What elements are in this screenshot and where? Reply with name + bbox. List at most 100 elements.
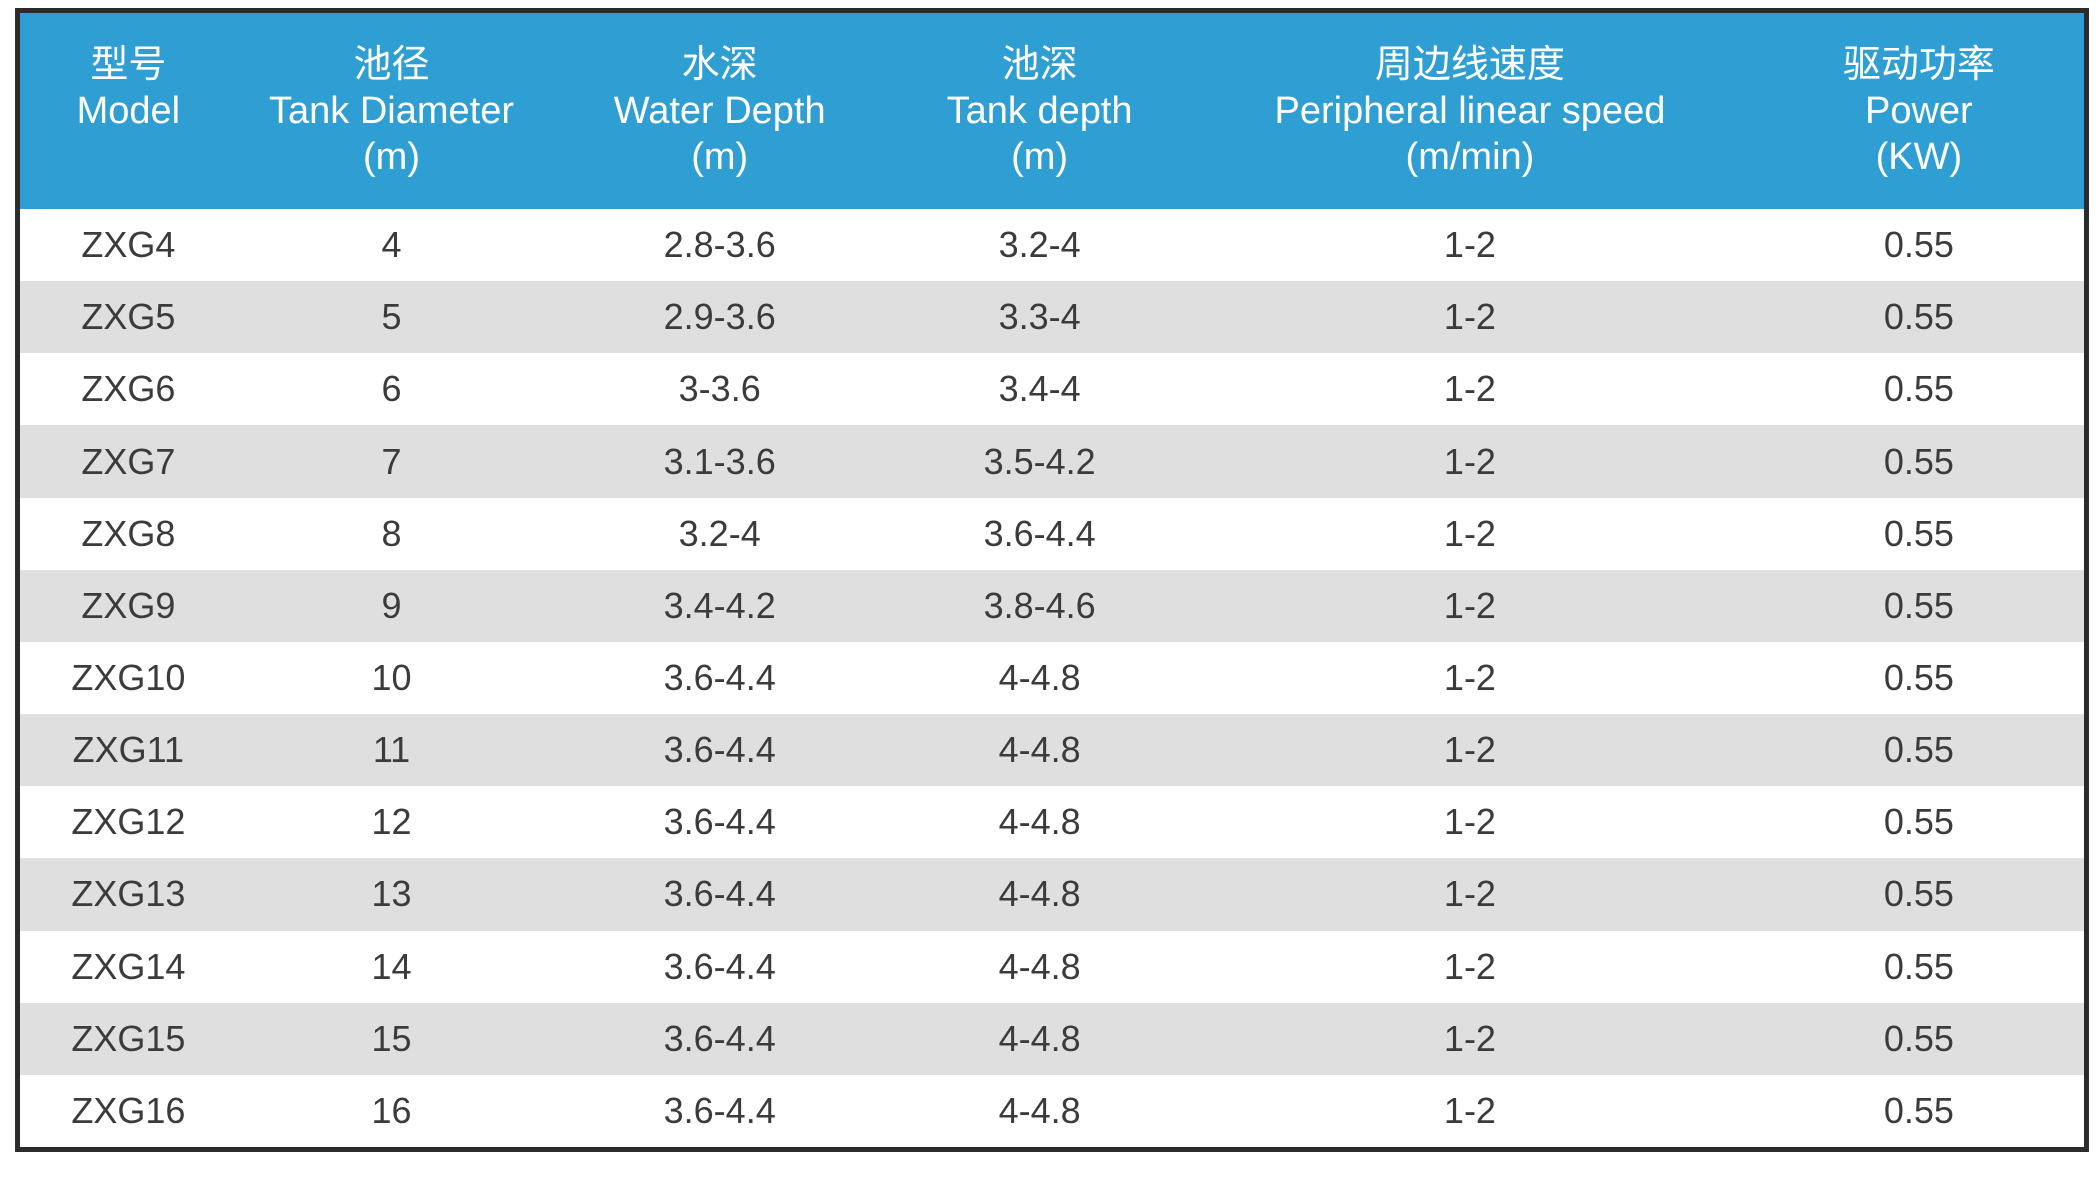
cell-tank-depth: 4-4.8 xyxy=(998,657,1081,699)
cell-peripheral-linear-speed: 1-2 xyxy=(1443,657,1496,699)
cell-power: 0.55 xyxy=(1883,224,1954,266)
cell-tank-diameter: 13 xyxy=(371,873,412,915)
table-row: ZXG13 13 3.6-4.4 4-4.8 1-2 0.55 xyxy=(20,858,2084,931)
table-header: 型号 Model 池径 Tank Diameter (m) 水深 Water Depth (m… xyxy=(20,13,2084,209)
column-header-tank-depth-zh: 池深 xyxy=(1001,44,1078,86)
cell-model: ZXG15 xyxy=(71,1017,186,1059)
cell-model: ZXG9 xyxy=(81,584,176,626)
column-header-power-unit: (KW) xyxy=(1875,136,1963,178)
cell-tank-diameter: 9 xyxy=(381,584,402,626)
cell-water-depth: 3.6-4.4 xyxy=(663,945,776,987)
column-header-tank-diameter-en: Tank Diameter xyxy=(269,90,514,132)
cell-tank-diameter: 7 xyxy=(381,440,402,482)
cell-tank-diameter: 4 xyxy=(381,224,402,266)
cell-tank-depth: 3.6-4.4 xyxy=(983,512,1096,554)
cell-peripheral-linear-speed: 1-2 xyxy=(1443,368,1496,410)
table-row: ZXG5 5 2.9-3.6 3.3-4 1-2 0.55 xyxy=(20,281,2084,354)
cell-peripheral-linear-speed: 1-2 xyxy=(1443,729,1496,771)
cell-water-depth: 3.4-4.2 xyxy=(663,584,776,626)
cell-water-depth: 3.6-4.4 xyxy=(663,873,776,915)
table-row: ZXG4 4 2.8-3.6 3.2-4 1-2 0.55 xyxy=(20,209,2084,282)
header-row: 型号 Model 池径 Tank Diameter (m) 水深 Water Depth (m… xyxy=(20,13,2084,209)
cell-water-depth: 3.6-4.4 xyxy=(663,1089,776,1131)
cell-tank-depth: 4-4.8 xyxy=(998,873,1081,915)
cell-tank-depth: 4-4.8 xyxy=(998,1017,1081,1059)
cell-model: ZXG7 xyxy=(81,440,176,482)
cell-water-depth: 3.6-4.4 xyxy=(663,801,776,843)
cell-model: ZXG10 xyxy=(71,657,186,699)
table-row: ZXG8 8 3.2-4 3.6-4.4 1-2 0.55 xyxy=(20,497,2084,570)
cell-tank-depth: 4-4.8 xyxy=(998,945,1081,987)
cell-model: ZXG16 xyxy=(71,1089,186,1131)
cell-tank-diameter: 11 xyxy=(372,729,411,771)
cell-peripheral-linear-speed: 1-2 xyxy=(1443,584,1496,626)
cell-power: 0.55 xyxy=(1883,729,1954,771)
cell-model: ZXG14 xyxy=(71,945,186,987)
cell-power: 0.55 xyxy=(1883,440,1954,482)
cell-water-depth: 3.2-4 xyxy=(678,512,761,554)
cell-power: 0.55 xyxy=(1883,1017,1954,1059)
cell-tank-diameter: 10 xyxy=(371,657,412,699)
column-header-power: 驱动功率 Power (KW) xyxy=(1754,13,2084,209)
cell-peripheral-linear-speed: 1-2 xyxy=(1443,296,1496,338)
cell-tank-depth: 3.4-4 xyxy=(998,368,1081,410)
column-header-peripheral-linear-speed: 周边线速度 Peripheral linear speed (m/min) xyxy=(1186,13,1754,209)
cell-water-depth: 3.6-4.4 xyxy=(663,657,776,699)
cell-tank-diameter: 6 xyxy=(381,368,402,410)
column-header-water-depth-zh: 水深 xyxy=(681,44,758,86)
cell-peripheral-linear-speed: 1-2 xyxy=(1443,801,1496,843)
column-header-peripheral-linear-speed-en: Peripheral linear speed xyxy=(1274,90,1666,132)
cell-peripheral-linear-speed: 1-2 xyxy=(1443,873,1496,915)
cell-tank-diameter: 14 xyxy=(371,945,412,987)
spec-table: 型号 Model 池径 Tank Diameter (m) 水深 Water Depth (m… xyxy=(15,8,2089,1152)
cell-tank-depth: 3.8-4.6 xyxy=(983,584,1096,626)
cell-tank-diameter: 12 xyxy=(371,801,412,843)
table-row: ZXG11 11 3.6-4.4 4-4.8 1-2 0.55 xyxy=(20,714,2084,787)
cell-peripheral-linear-speed: 1-2 xyxy=(1443,440,1496,482)
column-header-water-depth: 水深 Water Depth (m) xyxy=(546,13,893,209)
column-header-model-zh: 型号 xyxy=(90,44,167,86)
cell-tank-depth: 4-4.8 xyxy=(998,729,1081,771)
column-header-power-zh: 驱动功率 xyxy=(1842,44,1995,86)
column-header-tank-diameter-zh: 池径 xyxy=(353,44,430,86)
cell-tank-diameter: 16 xyxy=(371,1089,412,1131)
cell-model: ZXG4 xyxy=(81,224,176,266)
cell-tank-depth: 4-4.8 xyxy=(998,1089,1081,1131)
cell-water-depth: 3-3.6 xyxy=(678,368,761,410)
cell-peripheral-linear-speed: 1-2 xyxy=(1443,512,1496,554)
cell-power: 0.55 xyxy=(1883,512,1954,554)
table-row: ZXG15 15 3.6-4.4 4-4.8 1-2 0.55 xyxy=(20,1002,2084,1075)
cell-water-depth: 2.8-3.6 xyxy=(663,224,776,266)
cell-tank-depth: 3.5-4.2 xyxy=(983,440,1096,482)
cell-power: 0.55 xyxy=(1883,296,1954,338)
cell-power: 0.55 xyxy=(1883,1089,1954,1131)
cell-tank-depth: 3.3-4 xyxy=(998,296,1081,338)
table-row: ZXG6 6 3-3.6 3.4-4 1-2 0.55 xyxy=(20,353,2084,426)
cell-peripheral-linear-speed: 1-2 xyxy=(1443,1089,1496,1131)
cell-model: ZXG12 xyxy=(71,801,186,843)
column-header-tank-depth-en: Tank depth xyxy=(946,90,1133,132)
cell-water-depth: 3.6-4.4 xyxy=(663,729,776,771)
cell-tank-diameter: 8 xyxy=(381,512,402,554)
column-header-tank-diameter-unit: (m) xyxy=(363,136,420,178)
table-row: ZXG7 7 3.1-3.6 3.5-4.2 1-2 0.55 xyxy=(20,425,2084,498)
column-header-tank-depth-unit: (m) xyxy=(1011,136,1069,178)
cell-peripheral-linear-speed: 1-2 xyxy=(1443,1017,1496,1059)
cell-water-depth: 3.6-4.4 xyxy=(663,1017,776,1059)
cell-tank-diameter: 15 xyxy=(371,1017,412,1059)
cell-model: ZXG5 xyxy=(81,296,176,338)
column-header-water-depth-unit: (m) xyxy=(691,136,749,178)
cell-peripheral-linear-speed: 1-2 xyxy=(1443,945,1496,987)
cell-model: ZXG13 xyxy=(71,873,186,915)
cell-model: ZXG8 xyxy=(81,512,176,554)
cell-peripheral-linear-speed: 1-2 xyxy=(1443,224,1496,266)
column-header-tank-depth: 池深 Tank depth (m) xyxy=(893,13,1186,209)
cell-water-depth: 2.9-3.6 xyxy=(663,296,776,338)
cell-water-depth: 3.1-3.6 xyxy=(663,440,776,482)
column-header-peripheral-linear-speed-zh: 周边线速度 xyxy=(1374,44,1565,86)
column-header-water-depth-en: Water Depth xyxy=(613,90,826,132)
column-header-peripheral-linear-speed-unit: (m/min) xyxy=(1405,136,1535,178)
cell-model: ZXG6 xyxy=(81,368,176,410)
column-header-power-en: Power xyxy=(1864,90,1973,132)
